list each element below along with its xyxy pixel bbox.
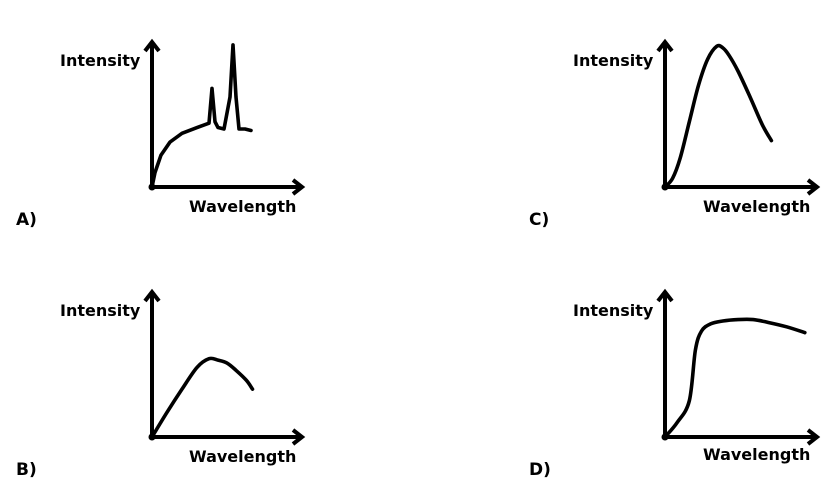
spectrum-curve <box>663 43 774 189</box>
x-axis-arrow-icon <box>291 428 306 446</box>
panel-c: Intensity Wavelength C) <box>529 38 821 230</box>
panel-a: Intensity Wavelength A) <box>16 38 306 230</box>
x-axis-arrow-icon <box>291 178 306 196</box>
x-axis-label: Wavelength <box>703 197 810 216</box>
panel-label: D) <box>529 460 551 480</box>
x-axis-label: Wavelength <box>189 197 296 216</box>
y-axis-arrow-icon <box>656 38 674 53</box>
spectrum-curve <box>663 317 807 439</box>
panel-label: C) <box>529 210 549 230</box>
x-axis-label: Wavelength <box>189 447 296 466</box>
spectrum-curve <box>150 356 255 439</box>
x-axis-label: Wavelength <box>703 445 810 464</box>
panel-label: A) <box>16 210 37 230</box>
panel-d: Intensity Wavelength D) <box>529 288 821 480</box>
y-axis-arrow-icon <box>143 288 161 303</box>
x-axis-arrow-icon <box>806 428 821 446</box>
spectrum-curve <box>150 43 253 189</box>
y-axis-label: Intensity <box>60 51 141 70</box>
x-axis-arrow-icon <box>806 178 821 196</box>
y-axis-arrow-icon <box>143 38 161 53</box>
y-axis-arrow-icon <box>656 288 674 303</box>
panel-b: Intensity Wavelength B) <box>16 288 306 480</box>
y-axis-label: Intensity <box>60 301 141 320</box>
y-axis-label: Intensity <box>573 301 654 320</box>
y-axis-label: Intensity <box>573 51 654 70</box>
panel-label: B) <box>16 460 37 480</box>
